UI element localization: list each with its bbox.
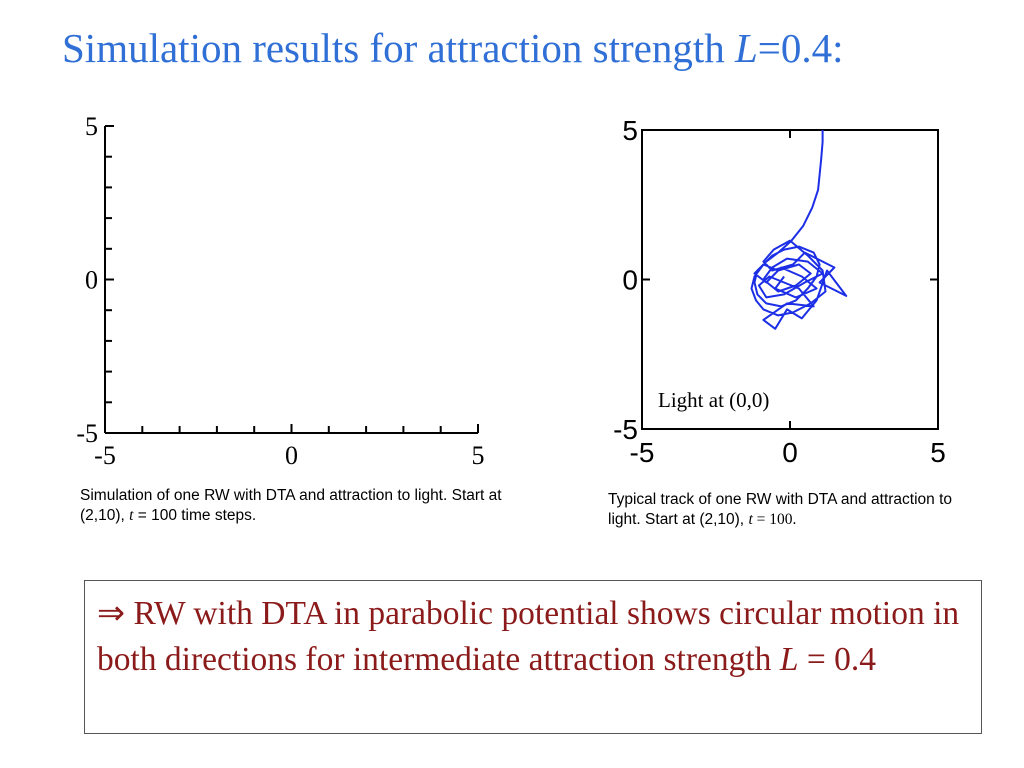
right-chart-caption: Typical track of one RW with DTA and att… xyxy=(608,490,978,530)
left-chart: -5 0 5 5 0 -5 xyxy=(76,112,485,470)
right-x-tick-label: -5 xyxy=(630,437,655,468)
title-text: Simulation results for attraction streng… xyxy=(62,25,735,71)
right-y-tick-label: -5 xyxy=(613,414,638,445)
left-caption-tail: = 100 time steps. xyxy=(133,507,257,524)
left-chart-caption: Simulation of one RW with DTA and attrac… xyxy=(80,486,510,526)
title-symbol: L xyxy=(734,25,758,71)
left-y-tick-label: -5 xyxy=(76,419,98,448)
right-x-tick-label: 0 xyxy=(782,437,798,468)
light-annotation: Light at (0,0) xyxy=(658,388,769,412)
left-y-tick-label: 5 xyxy=(85,112,98,141)
slide-title: Simulation results for attraction streng… xyxy=(62,25,844,71)
conclusion-symbol: L xyxy=(779,641,799,678)
right-chart: -5 0 5 5 0 -5 Light at (0,0) xyxy=(613,115,946,468)
right-caption-text: Typical track of one RW with DTA and att… xyxy=(608,491,953,528)
implies-arrow: ⇒ xyxy=(97,595,126,632)
left-y-tick-label: 0 xyxy=(85,266,98,295)
right-caption-tail: = 100. xyxy=(752,511,797,528)
conclusion-text: RW with DTA in parabolic potential shows… xyxy=(97,595,960,678)
right-x-tick-label: 5 xyxy=(930,437,946,468)
right-caption-t: t xyxy=(748,511,753,528)
left-x-tick-label: -5 xyxy=(94,441,116,470)
trajectory-line xyxy=(750,130,848,330)
left-x-tick-label: 0 xyxy=(285,441,298,470)
conclusion-equals: = xyxy=(798,641,835,678)
title-value: =0.4: xyxy=(757,25,844,71)
left-caption-text: Simulation of one RW with DTA and attrac… xyxy=(80,487,502,524)
conclusion-value: 0.4 xyxy=(834,641,876,678)
right-y-tick-label: 5 xyxy=(622,115,638,146)
right-y-tick-label: 0 xyxy=(622,265,638,296)
right-plot-frame xyxy=(641,129,939,430)
left-x-tick-label: 5 xyxy=(472,441,485,470)
conclusion-box: ⇒ RW with DTA in parabolic potential sho… xyxy=(84,580,982,734)
left-caption-t: t xyxy=(129,507,134,524)
